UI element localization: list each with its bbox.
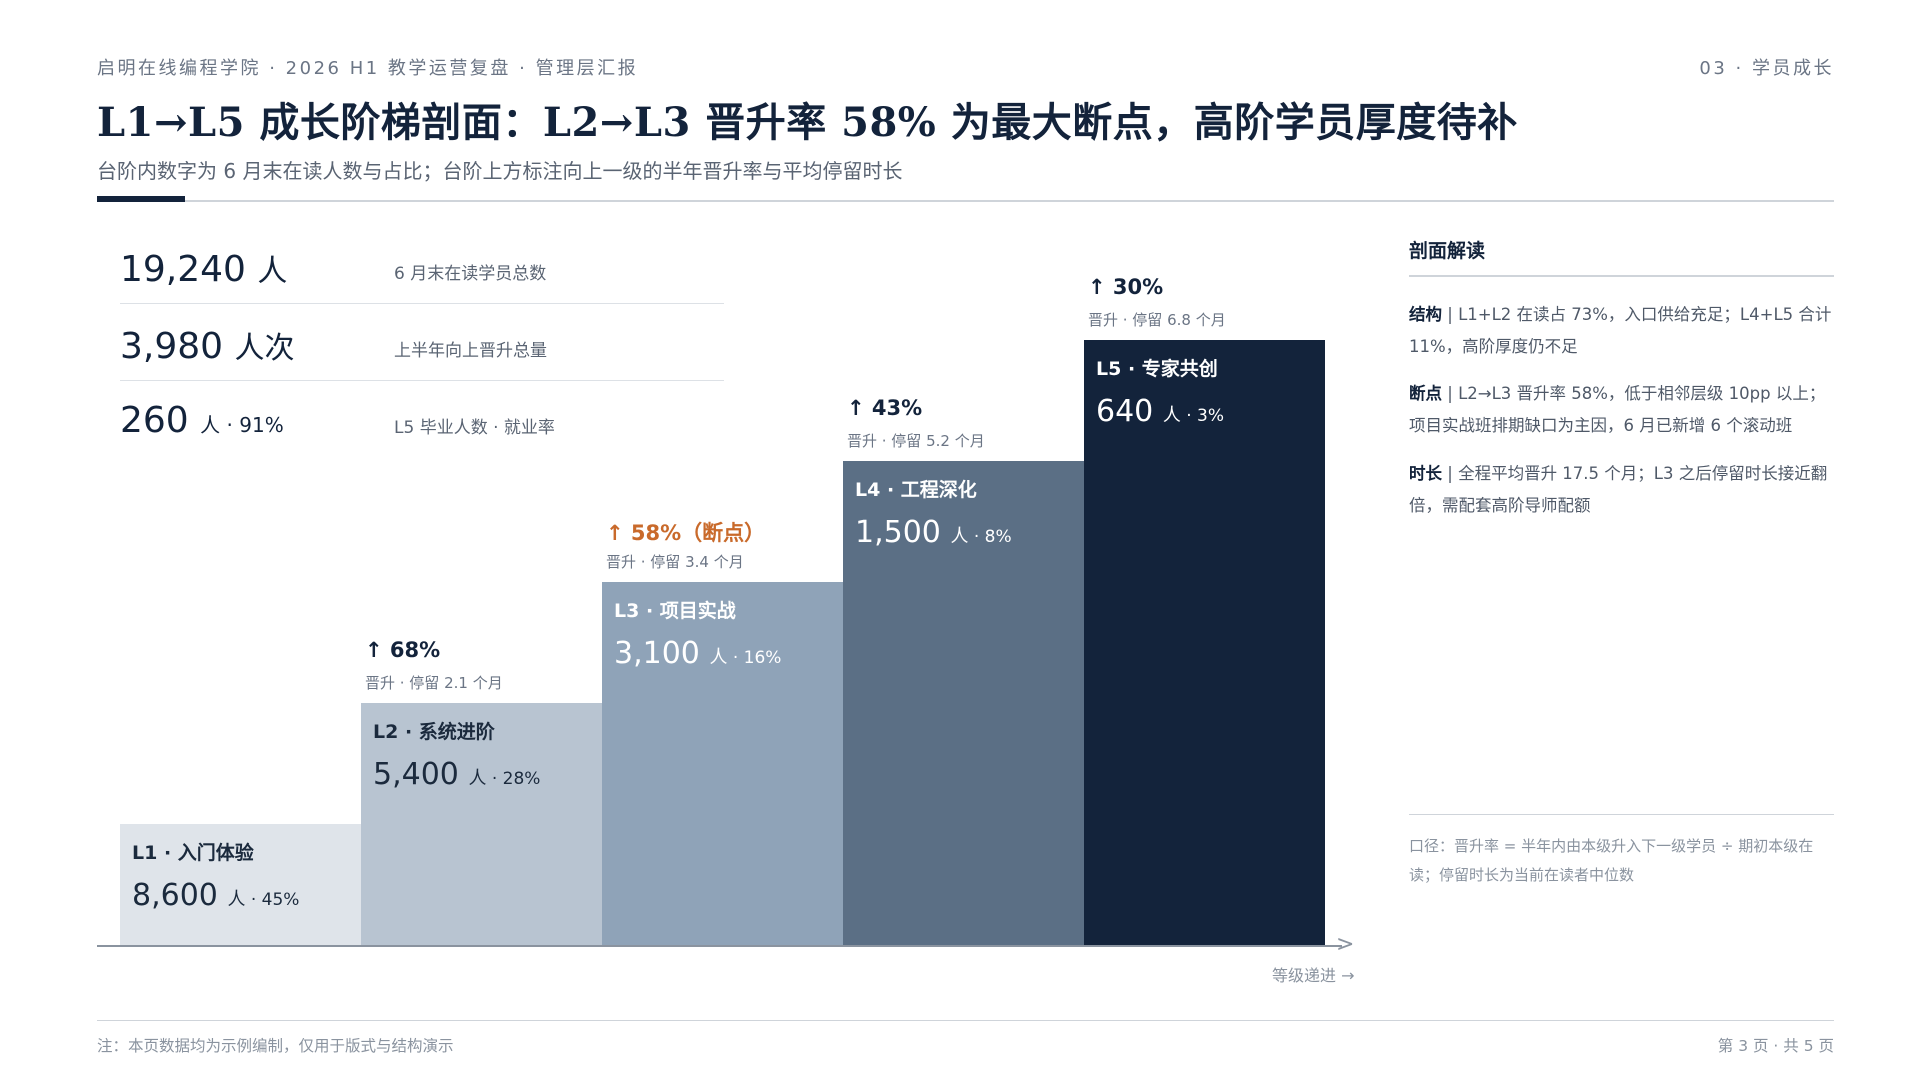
kpi-value: 260 — [120, 400, 189, 441]
side-note-key: 时长 — [1409, 464, 1442, 483]
step-count-value: 3,100 — [614, 636, 700, 671]
kpi-unit: 人 — [257, 254, 288, 289]
kpi-divider — [120, 303, 724, 304]
promotion-rate: ↑ 43% — [847, 396, 923, 420]
side-panel-divider — [1409, 275, 1834, 277]
section-label: 03 · 学员成长 — [1699, 58, 1834, 79]
footer-divider — [97, 1020, 1834, 1021]
promotion-stay: 晋升 · 停留 5.2 个月 — [847, 432, 985, 450]
step-name: L4 · 工程深化 — [855, 479, 977, 501]
promotion-stay: 晋升 · 停留 2.1 个月 — [365, 674, 503, 692]
promotion-stay: 晋升 · 停留 3.4 个月 — [606, 553, 744, 571]
step-separator: · — [1180, 406, 1198, 426]
step-count-unit: 人 — [227, 889, 246, 910]
side-note-breakpoint: 断点 | L2→L3 晋升率 58%，低于相邻层级 10pp 以上；项目实战班排… — [1409, 378, 1834, 442]
org-line: 启明在线编程学院 · 2026 H1 教学运营复盘 · 管理层汇报 — [97, 58, 639, 79]
step-count: 640 人 · 3% — [1096, 394, 1224, 429]
kpi-graduates: 260 人 · 91% — [120, 400, 284, 441]
step-name: L2 · 系统进阶 — [373, 721, 495, 743]
step-separator: · — [486, 769, 503, 789]
step-share: 16% — [743, 648, 782, 668]
kpi-unit: 人 · 91% — [200, 413, 284, 437]
step-share: 8% — [984, 527, 1012, 547]
step-share: 3% — [1197, 406, 1225, 426]
kpi-value: 3,980 — [120, 326, 224, 367]
title-accent-bar — [97, 196, 185, 202]
side-note-separator: | — [1442, 384, 1459, 403]
step-name: L1 · 入门体验 — [132, 842, 254, 864]
step-count-value: 640 — [1096, 394, 1154, 429]
side-note-text: L2→L3 晋升率 58%，低于相邻层级 10pp 以上；项目实战班排期缺口为主… — [1409, 384, 1826, 435]
promotion-rate: ↑ 30% — [1088, 275, 1164, 299]
kpi-label: L5 毕业人数 · 就业率 — [394, 418, 555, 438]
kpi-promotions: 3,980 人次 — [120, 323, 295, 367]
chart-baseline — [97, 945, 1342, 947]
step-count: 5,400 人 · 28% — [373, 757, 540, 792]
step-count-value: 8,600 — [132, 878, 218, 913]
caliber-note: 口径：晋升率 = 半年内由本级升入下一级学员 ÷ 期初本级在读；停留时长为当前在… — [1409, 837, 1814, 884]
promotion-rate: ↑ 68% — [365, 638, 441, 662]
page-subtitle: 台阶内数字为 6 月末在读人数与占比；台阶上方标注向上一级的半年晋升率与平均停留… — [97, 159, 903, 183]
step-bar: L2 · 系统进阶 5,400 人 · 28% — [361, 703, 602, 945]
kpi-unit: 人次 — [234, 331, 295, 366]
step-bar: L1 · 入门体验 8,600 人 · 45% — [120, 824, 361, 945]
step-separator: · — [968, 527, 985, 547]
kpi-total-students: 19,240 人 — [120, 246, 287, 290]
step-bar: L4 · 工程深化 1,500 人 · 8% — [843, 461, 1084, 945]
step-count-unit: 人 — [468, 768, 487, 789]
step-share: 45% — [261, 890, 300, 910]
step-count-unit: 人 — [950, 526, 969, 547]
page-number: 第 3 页 · 共 5 页 — [1717, 1037, 1834, 1055]
side-note-key: 结构 — [1409, 305, 1442, 324]
promotion-stay: 晋升 · 停留 6.8 个月 — [1088, 311, 1226, 329]
step-name: L3 · 项目实战 — [614, 600, 736, 622]
step-count-unit: 人 — [1162, 405, 1181, 426]
side-note-key: 断点 — [1409, 384, 1442, 403]
step-share: 28% — [502, 769, 541, 789]
promotion-rate: ↑ 58%（断点） — [606, 521, 766, 545]
side-panel-title: 剖面解读 — [1409, 240, 1486, 262]
step-name: L5 · 专家共创 — [1096, 358, 1218, 380]
side-note-separator: | — [1442, 464, 1459, 483]
title-divider — [97, 200, 1834, 202]
step-bar: L5 · 专家共创 640 人 · 3% — [1084, 340, 1325, 945]
side-note-text: 全程平均晋升 17.5 个月；L3 之后停留时长接近翻倍，需配套高阶导师配额 — [1409, 464, 1828, 515]
footer-note: 注：本页数据均为示例编制，仅用于版式与结构演示 — [97, 1037, 454, 1055]
axis-label: 等级递进 → — [1272, 966, 1355, 985]
step-count-unit: 人 — [709, 647, 728, 668]
step-count: 3,100 人 · 16% — [614, 636, 781, 671]
step-count-value: 1,500 — [855, 515, 941, 550]
step-count: 8,600 人 · 45% — [132, 878, 299, 913]
kpi-label: 6 月末在读学员总数 — [394, 264, 547, 284]
side-note-structure: 结构 | L1+L2 在读占 73%，入口供给充足；L4+L5 合计 11%，高… — [1409, 299, 1834, 363]
step-count-value: 5,400 — [373, 757, 459, 792]
page-title: L1→L5 成长阶梯剖面：L2→L3 晋升率 58% 为最大断点，高阶学员厚度待… — [97, 99, 1518, 146]
caliber-divider — [1409, 814, 1834, 815]
kpi-divider — [120, 380, 724, 381]
side-note-duration: 时长 | 全程平均晋升 17.5 个月；L3 之后停留时长接近翻倍，需配套高阶导… — [1409, 458, 1834, 522]
step-count: 1,500 人 · 8% — [855, 515, 1012, 550]
step-separator: · — [245, 890, 262, 910]
axis-arrow-icon: > — [1336, 932, 1355, 957]
kpi-label: 上半年向上晋升总量 — [394, 341, 547, 361]
side-note-separator: | — [1442, 305, 1459, 324]
step-bar: L3 · 项目实战 3,100 人 · 16% — [602, 582, 843, 945]
kpi-value: 19,240 — [120, 249, 246, 290]
side-note-text: L1+L2 在读占 73%，入口供给充足；L4+L5 合计 11%，高阶厚度仍不… — [1409, 305, 1832, 356]
step-separator: · — [727, 648, 744, 668]
